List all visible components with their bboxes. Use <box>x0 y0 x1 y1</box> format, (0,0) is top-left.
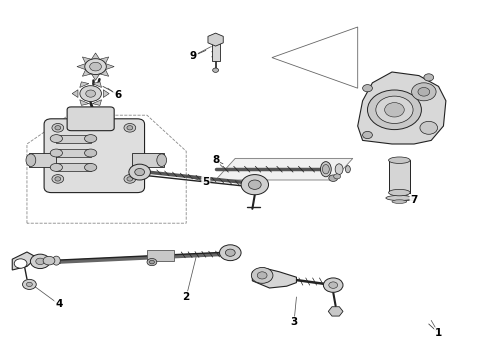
Polygon shape <box>77 64 86 69</box>
Bar <box>29 153 56 167</box>
Ellipse shape <box>26 154 36 166</box>
Circle shape <box>86 90 96 97</box>
Bar <box>56 163 91 171</box>
Circle shape <box>257 272 267 279</box>
Circle shape <box>225 249 235 256</box>
Ellipse shape <box>50 149 63 157</box>
Circle shape <box>418 87 430 96</box>
Circle shape <box>363 85 372 92</box>
Ellipse shape <box>345 166 350 173</box>
Polygon shape <box>82 69 92 76</box>
Circle shape <box>248 180 261 189</box>
Circle shape <box>85 59 106 75</box>
Circle shape <box>124 175 136 183</box>
Ellipse shape <box>386 195 413 201</box>
Circle shape <box>43 256 55 265</box>
Circle shape <box>55 177 61 181</box>
Text: 2: 2 <box>183 292 190 302</box>
Circle shape <box>220 245 241 261</box>
Text: 6: 6 <box>114 90 121 100</box>
Polygon shape <box>252 268 296 288</box>
FancyBboxPatch shape <box>44 119 145 193</box>
Text: 1: 1 <box>435 328 442 338</box>
Polygon shape <box>92 74 99 80</box>
Bar <box>389 160 410 193</box>
Circle shape <box>363 131 372 139</box>
Circle shape <box>135 168 145 176</box>
Circle shape <box>424 74 434 81</box>
Ellipse shape <box>389 189 410 196</box>
Circle shape <box>376 96 413 123</box>
Polygon shape <box>105 64 114 69</box>
Circle shape <box>147 258 157 266</box>
Polygon shape <box>72 90 78 98</box>
Ellipse shape <box>320 162 331 177</box>
Circle shape <box>334 174 341 179</box>
Polygon shape <box>93 100 101 105</box>
Circle shape <box>26 282 32 287</box>
Circle shape <box>251 267 273 283</box>
Ellipse shape <box>84 149 97 157</box>
Circle shape <box>213 68 219 72</box>
Polygon shape <box>103 90 109 98</box>
Ellipse shape <box>157 154 167 166</box>
Ellipse shape <box>322 165 329 174</box>
Bar <box>147 250 174 261</box>
Circle shape <box>241 175 269 195</box>
FancyBboxPatch shape <box>67 107 114 131</box>
Circle shape <box>329 282 338 288</box>
Circle shape <box>52 123 64 132</box>
Polygon shape <box>99 57 109 64</box>
Bar <box>212 43 220 61</box>
Bar <box>56 135 91 143</box>
Circle shape <box>149 260 154 264</box>
Polygon shape <box>82 57 92 64</box>
Circle shape <box>385 103 404 117</box>
Polygon shape <box>99 69 109 76</box>
Ellipse shape <box>84 135 97 143</box>
Text: 4: 4 <box>55 299 63 309</box>
Circle shape <box>52 175 64 183</box>
Circle shape <box>127 177 133 181</box>
Text: 9: 9 <box>190 51 197 61</box>
Text: 3: 3 <box>291 317 297 327</box>
Text: 5: 5 <box>202 177 209 187</box>
Polygon shape <box>328 307 343 316</box>
Circle shape <box>124 123 136 132</box>
Polygon shape <box>93 82 101 87</box>
Circle shape <box>90 62 101 71</box>
Circle shape <box>420 121 438 134</box>
Ellipse shape <box>50 135 63 143</box>
Bar <box>132 153 164 167</box>
Polygon shape <box>216 158 353 180</box>
Polygon shape <box>80 100 89 105</box>
Circle shape <box>36 258 45 265</box>
Circle shape <box>368 90 421 130</box>
Ellipse shape <box>52 256 60 265</box>
Ellipse shape <box>335 164 343 175</box>
Circle shape <box>329 175 338 181</box>
Bar <box>56 149 91 157</box>
Ellipse shape <box>50 163 63 171</box>
Polygon shape <box>80 82 89 87</box>
Circle shape <box>23 279 36 289</box>
Circle shape <box>55 126 61 130</box>
Polygon shape <box>208 33 223 46</box>
Circle shape <box>127 126 133 130</box>
Text: 7: 7 <box>410 195 418 205</box>
Circle shape <box>80 86 101 102</box>
Circle shape <box>14 259 27 268</box>
Circle shape <box>323 278 343 292</box>
Ellipse shape <box>389 157 410 163</box>
Circle shape <box>129 164 150 180</box>
Polygon shape <box>358 72 446 144</box>
Circle shape <box>30 254 50 269</box>
Text: 8: 8 <box>212 155 219 165</box>
Ellipse shape <box>84 163 97 171</box>
Polygon shape <box>12 252 37 270</box>
Circle shape <box>412 83 436 101</box>
Polygon shape <box>92 53 99 59</box>
Ellipse shape <box>392 200 407 203</box>
